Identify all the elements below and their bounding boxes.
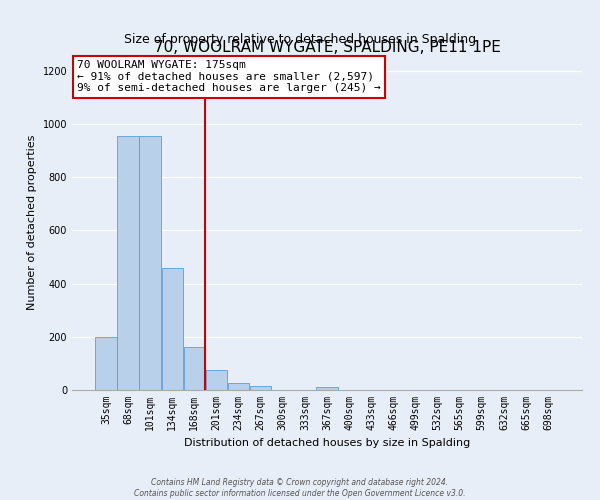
X-axis label: Distribution of detached houses by size in Spalding: Distribution of detached houses by size … [184, 438, 470, 448]
Bar [117, 136, 139, 390]
Text: 70 WOOLRAM WYGATE: 175sqm
← 91% of detached houses are smaller (2,597)
9% of sem: 70 WOOLRAM WYGATE: 175sqm ← 91% of detac… [77, 60, 381, 93]
Bar [316, 388, 338, 390]
Y-axis label: Number of detached properties: Number of detached properties [27, 135, 37, 310]
Title: 70, WOOLRAM WYGATE, SPALDING, PE11 1PE: 70, WOOLRAM WYGATE, SPALDING, PE11 1PE [154, 40, 500, 55]
Text: Contains HM Land Registry data © Crown copyright and database right 2024.
Contai: Contains HM Land Registry data © Crown c… [134, 478, 466, 498]
Bar [206, 370, 227, 390]
Text: Size of property relative to detached houses in Spalding: Size of property relative to detached ho… [124, 32, 476, 46]
Bar [139, 136, 161, 390]
Bar [184, 348, 205, 390]
Bar [161, 268, 183, 390]
Bar [250, 386, 271, 390]
Bar [95, 337, 116, 390]
Bar [228, 384, 249, 390]
